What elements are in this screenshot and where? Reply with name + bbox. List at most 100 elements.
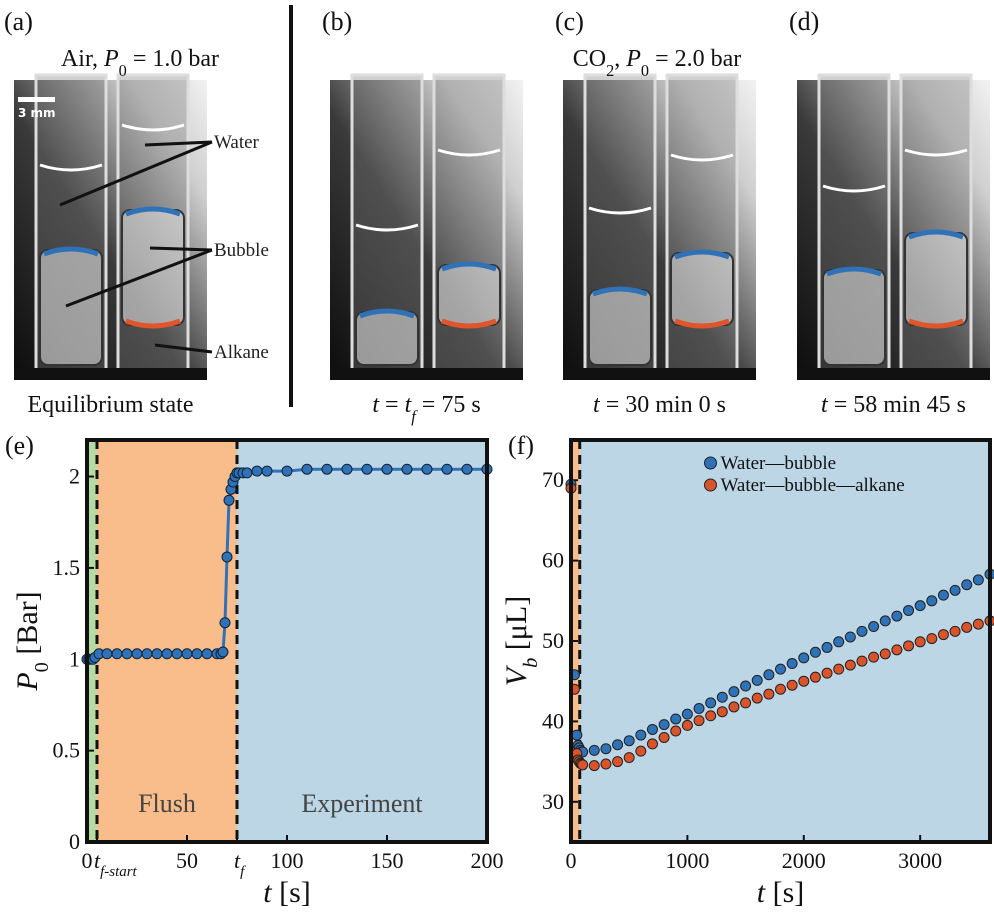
data-point — [623, 752, 635, 764]
pointer — [59, 140, 213, 207]
text-part: 2 — [606, 61, 614, 80]
data-point — [903, 640, 915, 652]
x-tick-label: tf — [234, 848, 246, 880]
data-point — [868, 651, 880, 663]
data-point — [926, 633, 938, 645]
data-point — [141, 648, 153, 660]
text-part: t — [372, 392, 380, 418]
data-point — [612, 756, 624, 768]
panel-letter: (b) — [322, 7, 352, 36]
data-point — [705, 710, 717, 722]
interface — [826, 266, 882, 277]
caption: Equilibrium state — [28, 392, 194, 418]
legend-marker — [704, 478, 717, 492]
scale-bar — [18, 97, 55, 102]
data-point — [728, 686, 740, 698]
data-point — [949, 584, 961, 596]
data-point — [670, 713, 682, 725]
data-point — [961, 621, 973, 633]
text-part: b — [520, 658, 542, 668]
data-point — [221, 551, 233, 563]
data-point — [421, 463, 433, 475]
interface — [908, 229, 964, 240]
data-point — [171, 648, 183, 660]
data-point — [914, 636, 926, 648]
text-part: t — [821, 392, 829, 418]
y-tick-label: 1 — [69, 646, 80, 671]
base — [563, 368, 756, 380]
bubble — [39, 249, 103, 366]
panel-letter: (c) — [555, 7, 584, 36]
interface — [441, 261, 497, 272]
legend-label: Water—bubble—alkane — [721, 475, 905, 496]
data-point — [949, 625, 961, 637]
x-tick-label: 200 — [471, 848, 504, 873]
y-tick-label: 0 — [69, 829, 80, 854]
text-part: = 30 min 0 s — [600, 392, 726, 418]
data-point — [740, 680, 752, 692]
data-point — [223, 494, 235, 506]
data-point — [903, 604, 915, 616]
data-point — [763, 669, 775, 681]
x-axis-label: t [s] — [757, 876, 805, 909]
panel-letter: (d) — [789, 7, 819, 36]
interface — [592, 286, 648, 297]
data-point — [728, 701, 740, 713]
meniscus — [437, 148, 501, 157]
data-point — [101, 648, 113, 660]
bubble — [588, 289, 652, 366]
text-part: f — [411, 407, 418, 426]
data-point — [670, 725, 682, 737]
interface — [125, 318, 181, 329]
scale-label: 3 mm — [18, 106, 56, 120]
data-point — [381, 463, 393, 475]
region — [97, 440, 237, 842]
data-point — [681, 708, 693, 720]
x-axis-label: t [s] — [263, 876, 311, 909]
region-label: Experiment — [301, 789, 423, 818]
text-part: t — [405, 392, 413, 418]
base — [797, 368, 990, 380]
data-point — [588, 760, 600, 772]
meniscus — [670, 153, 734, 162]
data-point — [693, 703, 705, 715]
x-tick-label: tf-start — [94, 848, 138, 880]
data-point — [401, 463, 413, 475]
text-part: f-start — [100, 864, 137, 880]
text-part: t — [593, 392, 601, 418]
region — [237, 440, 487, 842]
data-point — [151, 648, 163, 660]
y-tick-label: 2 — [69, 464, 80, 489]
legend-marker — [704, 456, 717, 470]
data-point — [821, 667, 833, 679]
x-tick-label: 0 — [82, 848, 93, 873]
data-point — [646, 723, 658, 735]
y-tick-label: 0.5 — [53, 738, 81, 763]
interface — [125, 206, 181, 217]
meniscus — [822, 184, 886, 193]
photo — [563, 73, 756, 380]
panel-letter: (f) — [508, 431, 534, 460]
data-point — [681, 719, 693, 731]
data-point — [937, 629, 949, 641]
caption: t = tf = 75 s — [372, 392, 480, 426]
data-point — [461, 463, 473, 475]
bubble — [355, 311, 419, 366]
y-axis-label: Vb [μL] — [500, 596, 542, 686]
text-part: 0 — [31, 662, 53, 672]
base — [330, 368, 523, 380]
data-point — [856, 625, 868, 637]
data-point — [809, 671, 821, 683]
data-point — [121, 648, 133, 660]
data-point — [658, 731, 670, 743]
text-part: P — [103, 46, 119, 72]
y-tick-label: 40 — [542, 708, 564, 733]
y-axis-label: P0 [Bar] — [11, 591, 53, 691]
text-part: 0 — [119, 61, 127, 80]
data-point — [751, 692, 763, 704]
data-point — [844, 659, 856, 671]
data-point — [600, 743, 612, 755]
x-tick-label: 150 — [371, 848, 404, 873]
data-point — [716, 706, 728, 718]
data-point — [577, 759, 589, 771]
